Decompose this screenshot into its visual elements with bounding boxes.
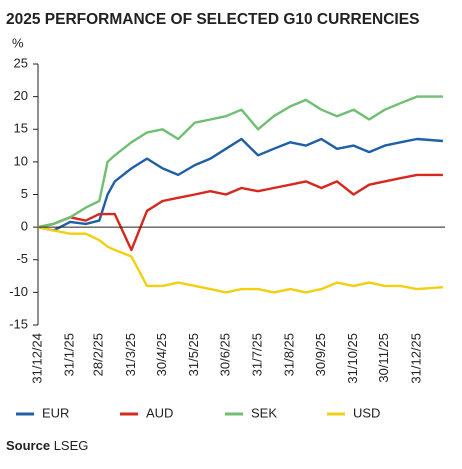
y-tick-label: -5 [16,251,28,266]
chart-title: 2025 PERFORMANCE OF SELECTED G10 CURRENC… [6,11,419,28]
source-text: LSEG [54,438,89,453]
x-tick-label: 31/3/25 [123,333,138,376]
y-tick-label: 0 [21,219,28,234]
y-axis-label: % [12,35,24,50]
x-tick-label: 31/10/25 [345,333,360,384]
y-tick-label: 5 [21,186,28,201]
x-tick-label: 31/1/25 [62,333,77,376]
x-tick-label: 31/12/24 [29,333,44,384]
legend-label: AUD [146,405,173,420]
line-series [37,95,443,229]
x-tick-label: 31/5/25 [186,333,201,376]
x-tick-label: 30/6/25 [217,333,232,376]
line-series [37,225,443,294]
y-tick-label: 10 [14,153,28,168]
line-series [37,137,443,232]
y-tick-label: -10 [9,284,28,299]
source-label: Source [6,438,50,453]
x-tick-label: 28/2/25 [91,333,106,376]
x-tick-label: 30/9/25 [313,333,328,376]
legend-label: SEK [251,405,277,420]
legend-label: USD [353,405,380,420]
source: Source LSEG [6,438,88,453]
line-series [37,173,443,252]
y-tick-label: 15 [14,121,28,136]
y-tick-label: 25 [14,55,28,70]
legend-label: EUR [42,405,69,420]
x-tick-label: 31/7/25 [250,333,265,376]
x-tick-label: 31/8/25 [282,333,297,376]
x-tick-label: 30/11/25 [376,333,391,383]
x-tick-label: 30/4/25 [154,333,169,376]
y-tick-label: -15 [9,316,28,331]
x-tick-label: 31/12/25 [408,333,423,384]
y-tick-label: 20 [14,88,28,103]
